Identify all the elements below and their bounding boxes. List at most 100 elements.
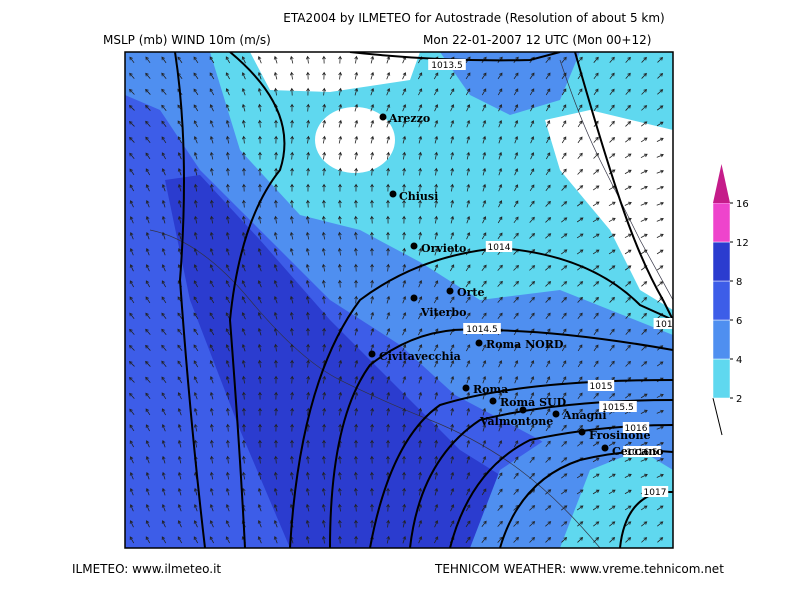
wind-arrow — [466, 407, 471, 416]
wind-arrow — [129, 168, 135, 176]
wind-arrow — [465, 296, 471, 304]
wind-arrow — [273, 87, 278, 96]
wind-arrow — [241, 375, 246, 384]
wind-arrow — [305, 247, 310, 256]
wind-arrow — [625, 281, 632, 287]
wind-arrow — [322, 119, 327, 128]
wind-arrow — [545, 233, 552, 239]
wind-arrow — [513, 264, 520, 271]
isobar — [329, 328, 673, 548]
wind-region — [440, 52, 580, 115]
wind-arrow — [354, 343, 359, 352]
wind-arrow — [434, 375, 439, 384]
wind-arrow — [545, 265, 552, 271]
wind-arrow — [450, 104, 455, 112]
wind-arrow — [402, 535, 407, 544]
wind-arrow — [193, 231, 198, 240]
wind-arrow — [577, 168, 583, 175]
wind-arrow — [370, 455, 374, 464]
wind-arrow — [625, 72, 631, 79]
wind-arrow — [434, 391, 439, 400]
wind-arrow — [418, 296, 423, 304]
wind-arrow — [322, 391, 327, 400]
isobar-label-box — [428, 59, 466, 70]
wind-arrow — [354, 375, 359, 384]
wind-arrow — [145, 471, 150, 480]
wind-arrow — [193, 120, 198, 128]
wind-arrow — [241, 56, 246, 64]
city-label: Roma NORD — [486, 338, 564, 351]
wind-arrow — [625, 104, 631, 111]
wind-arrow — [434, 471, 439, 480]
wind-arrow — [386, 135, 391, 144]
wind-arrow — [466, 455, 471, 464]
wind-arrow — [577, 152, 583, 159]
wind-arrow — [241, 296, 246, 304]
wind-arrow — [145, 88, 151, 95]
wind-arrow — [290, 167, 294, 176]
wind-arrow — [289, 215, 294, 224]
wind-arrow — [498, 135, 503, 144]
wind-arrow — [497, 312, 503, 320]
wind-arrow — [145, 344, 151, 351]
wind-arrow — [656, 201, 664, 206]
wind-arrow — [434, 520, 439, 528]
wind-arrow — [481, 536, 487, 543]
wind-arrow — [640, 457, 648, 462]
wind-arrow — [593, 88, 599, 96]
wind-arrow — [386, 119, 391, 128]
wind-arrow — [322, 87, 327, 96]
wind-arrow — [513, 520, 520, 527]
wind-arrow — [209, 247, 214, 256]
wind-arrow — [289, 471, 294, 480]
wind-arrow — [242, 167, 246, 176]
wind-arrow — [450, 119, 455, 128]
wind-arrow — [498, 407, 503, 416]
wind-arrow — [354, 295, 358, 304]
wind-arrow — [450, 391, 455, 400]
wind-arrow — [209, 167, 214, 176]
wind-arrow — [608, 201, 616, 207]
wind-arrow — [433, 88, 439, 96]
wind-arrow — [306, 327, 310, 336]
wind-arrow — [561, 521, 568, 527]
wind-arrow — [370, 295, 375, 304]
wind-arrow — [322, 439, 326, 448]
wind-arrow — [225, 407, 230, 416]
wind-arrow — [466, 151, 471, 160]
wind-arrow — [338, 343, 343, 352]
wind-arrow — [656, 169, 664, 174]
wind-arrow — [322, 183, 326, 192]
wind-arrow — [402, 296, 407, 304]
wind-arrow — [576, 233, 584, 239]
city-marker — [389, 190, 397, 198]
wind-arrow — [530, 104, 535, 112]
wind-arrow — [593, 312, 599, 319]
wind-arrow — [258, 423, 262, 432]
wind-arrow — [257, 503, 262, 512]
wind-arrow — [225, 56, 231, 64]
wind-arrow — [482, 456, 487, 464]
wind-arrow — [561, 72, 567, 80]
wind-arrow — [657, 281, 664, 287]
wind-arrow — [209, 503, 214, 512]
wind-arrow — [593, 169, 600, 175]
wind-arrow — [434, 167, 439, 176]
map-title: ETA2004 by ILMETEO for Autostrade (Resol… — [283, 11, 664, 25]
wind-arrow — [465, 264, 471, 272]
wind-arrow — [514, 424, 519, 432]
wind-arrow — [497, 264, 503, 271]
wind-arrow — [561, 88, 567, 96]
wind-arrow — [321, 471, 326, 480]
wind-arrow — [193, 376, 198, 384]
wind-arrow — [546, 120, 551, 128]
wind-arrow — [481, 88, 487, 96]
wind-arrow — [145, 120, 151, 127]
wind-arrow — [161, 376, 167, 384]
colorbar-segment — [712, 358, 731, 399]
wind-arrow — [193, 72, 199, 80]
wind-arrow — [225, 503, 230, 512]
wind-arrow — [545, 72, 551, 80]
isobar-label: 1016.5 — [626, 448, 658, 458]
wind-arrow — [402, 471, 406, 480]
